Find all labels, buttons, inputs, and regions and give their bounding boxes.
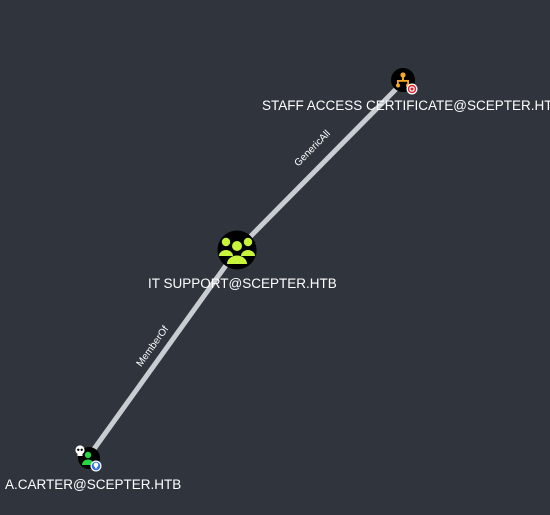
node-it-support[interactable]	[217, 230, 257, 270]
skull-icon	[75, 445, 85, 456]
edge-label-genericall: GenericAll	[293, 128, 333, 169]
node-label-a-carter[interactable]: A.CARTER@SCEPTER.HTB	[5, 477, 182, 492]
certificate-template-icon	[396, 72, 410, 88]
node-staff-access-certificate[interactable]	[391, 68, 418, 95]
group-icon	[219, 237, 255, 264]
node-a-carter[interactable]	[75, 445, 102, 472]
node-label-staff-access-certificate[interactable]: STAFF ACCESS CERTIFICATE@SCEPTER.HTB	[262, 98, 550, 113]
map-pin-icon	[90, 460, 102, 472]
target-icon	[406, 83, 418, 95]
user-icon	[82, 451, 94, 465]
node-label-it-support[interactable]: IT SUPPORT@SCEPTER.HTB	[148, 276, 337, 291]
